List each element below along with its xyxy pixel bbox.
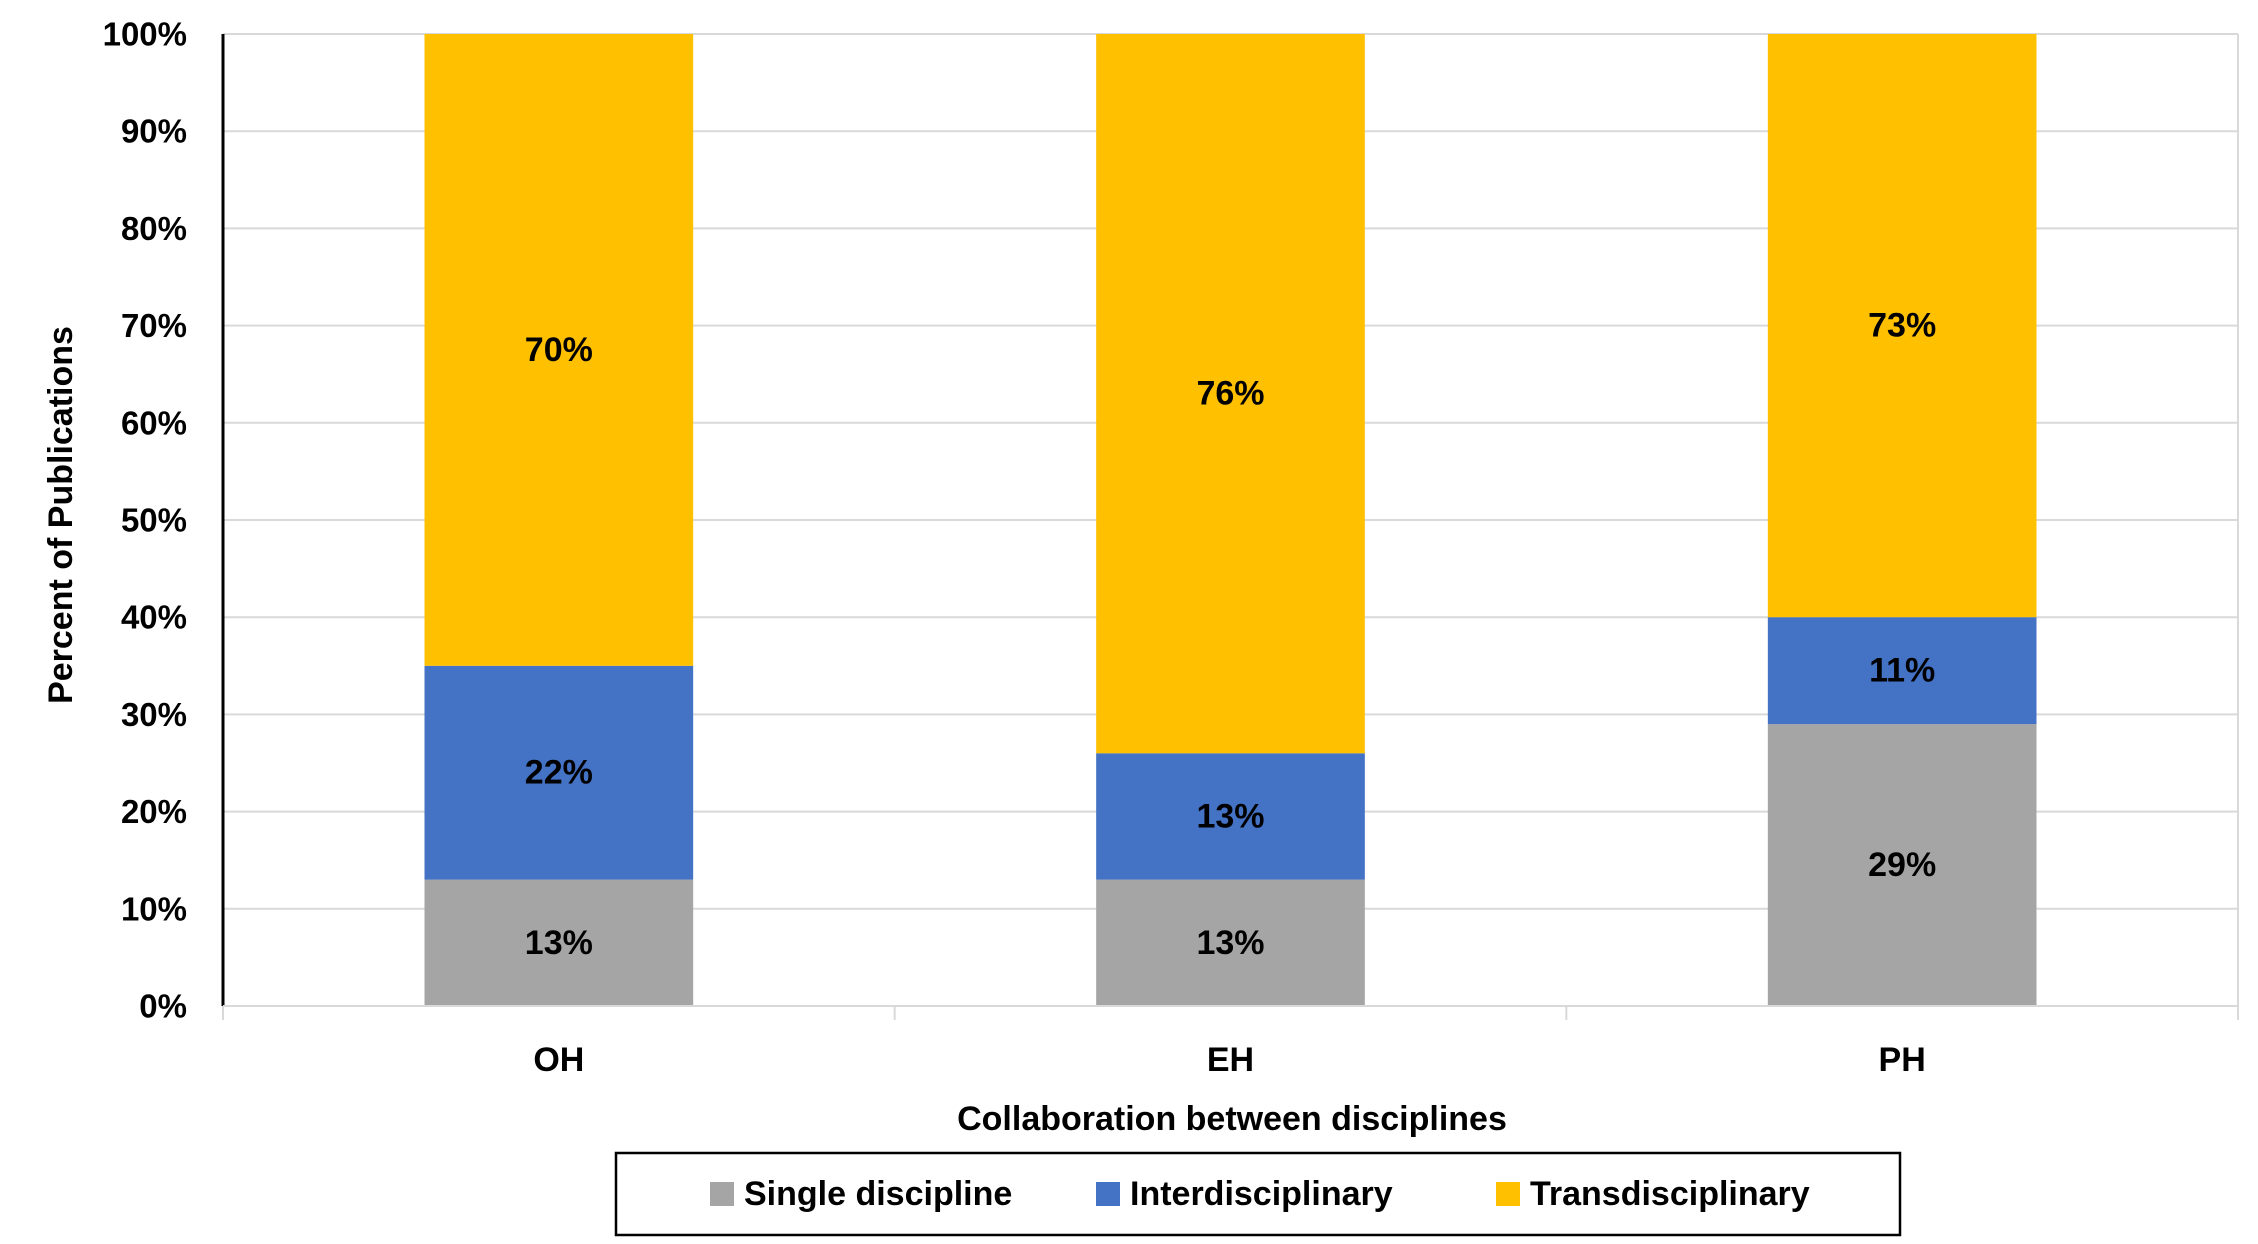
legend: Single discipline Interdisciplinary Transd… [614, 1151, 1902, 1237]
legend-box [614, 1151, 1902, 1237]
data-label-oh-single-discipline: 13% [525, 924, 593, 962]
x-tick-labels: OH EH PH [533, 1041, 1925, 1079]
data-label-ph-transdisciplinary: 73% [1868, 307, 1936, 345]
data-label-ph-single-discipline: 29% [1868, 846, 1936, 884]
bar-eh-transdisciplinary [1096, 34, 1365, 754]
y-tick-label: 0% [139, 988, 187, 1025]
bar-oh-transdisciplinary [424, 34, 694, 666]
y-tick-label: 10% [121, 890, 187, 927]
x-axis-title: Collaboration between disciplines [957, 1100, 1507, 1138]
bar-ph-interdisciplinary [1767, 617, 2037, 725]
y-tick-label: 60% [121, 404, 187, 441]
x-tick-label-oh: OH [533, 1041, 584, 1079]
data-labels: 13% 22% 70% 13% 13% 76% 29% 11% 73% [525, 307, 1936, 962]
y-tick-label: 70% [121, 307, 187, 344]
x-tick-label-ph: PH [1879, 1041, 1926, 1079]
data-label-eh-interdisciplinary: 13% [1196, 797, 1264, 835]
bar-eh-single-discipline [1096, 879, 1365, 1006]
y-tick-label: 50% [121, 502, 187, 539]
bar-ph-transdisciplinary [1767, 34, 2037, 618]
y-tick-label: 20% [121, 793, 187, 830]
x-tick-label-eh: EH [1207, 1041, 1254, 1079]
y-axis-title: Percent of Publications [42, 326, 80, 704]
data-label-oh-transdisciplinary: 70% [525, 331, 593, 369]
bars [424, 34, 2037, 1006]
legend-label-single-discipline: Single discipline [744, 1175, 1012, 1213]
legend-label-transdisciplinary: Transdisciplinary [1530, 1175, 1810, 1213]
y-tick-label: 30% [121, 696, 187, 733]
data-label-ph-interdisciplinary: 11% [1869, 652, 1935, 690]
y-tick-label: 40% [121, 599, 187, 636]
bar-eh-interdisciplinary [1096, 753, 1365, 880]
legend-label-interdisciplinary: Interdisciplinary [1130, 1175, 1393, 1213]
data-label-eh-single-discipline: 13% [1196, 924, 1264, 962]
bar-oh-single-discipline [424, 879, 694, 1006]
axes [221, 34, 2239, 1020]
data-label-eh-transdisciplinary: 76% [1196, 375, 1264, 413]
y-tick-labels: 0% 10% 20% 30% 40% 50% 60% 70% 80% 90% 100% [103, 16, 187, 1025]
y-tick-label: 80% [121, 210, 187, 247]
bar-ph-single-discipline [1767, 724, 2037, 1006]
y-tick-label: 90% [121, 113, 187, 150]
data-label-oh-interdisciplinary: 22% [525, 754, 593, 792]
legend-swatch-single-discipline [710, 1182, 734, 1206]
y-tick-label: 100% [103, 16, 187, 53]
bar-oh-interdisciplinary [424, 665, 694, 880]
legend-swatch-transdisciplinary [1496, 1182, 1520, 1206]
legend-swatch-interdisciplinary [1096, 1182, 1120, 1206]
